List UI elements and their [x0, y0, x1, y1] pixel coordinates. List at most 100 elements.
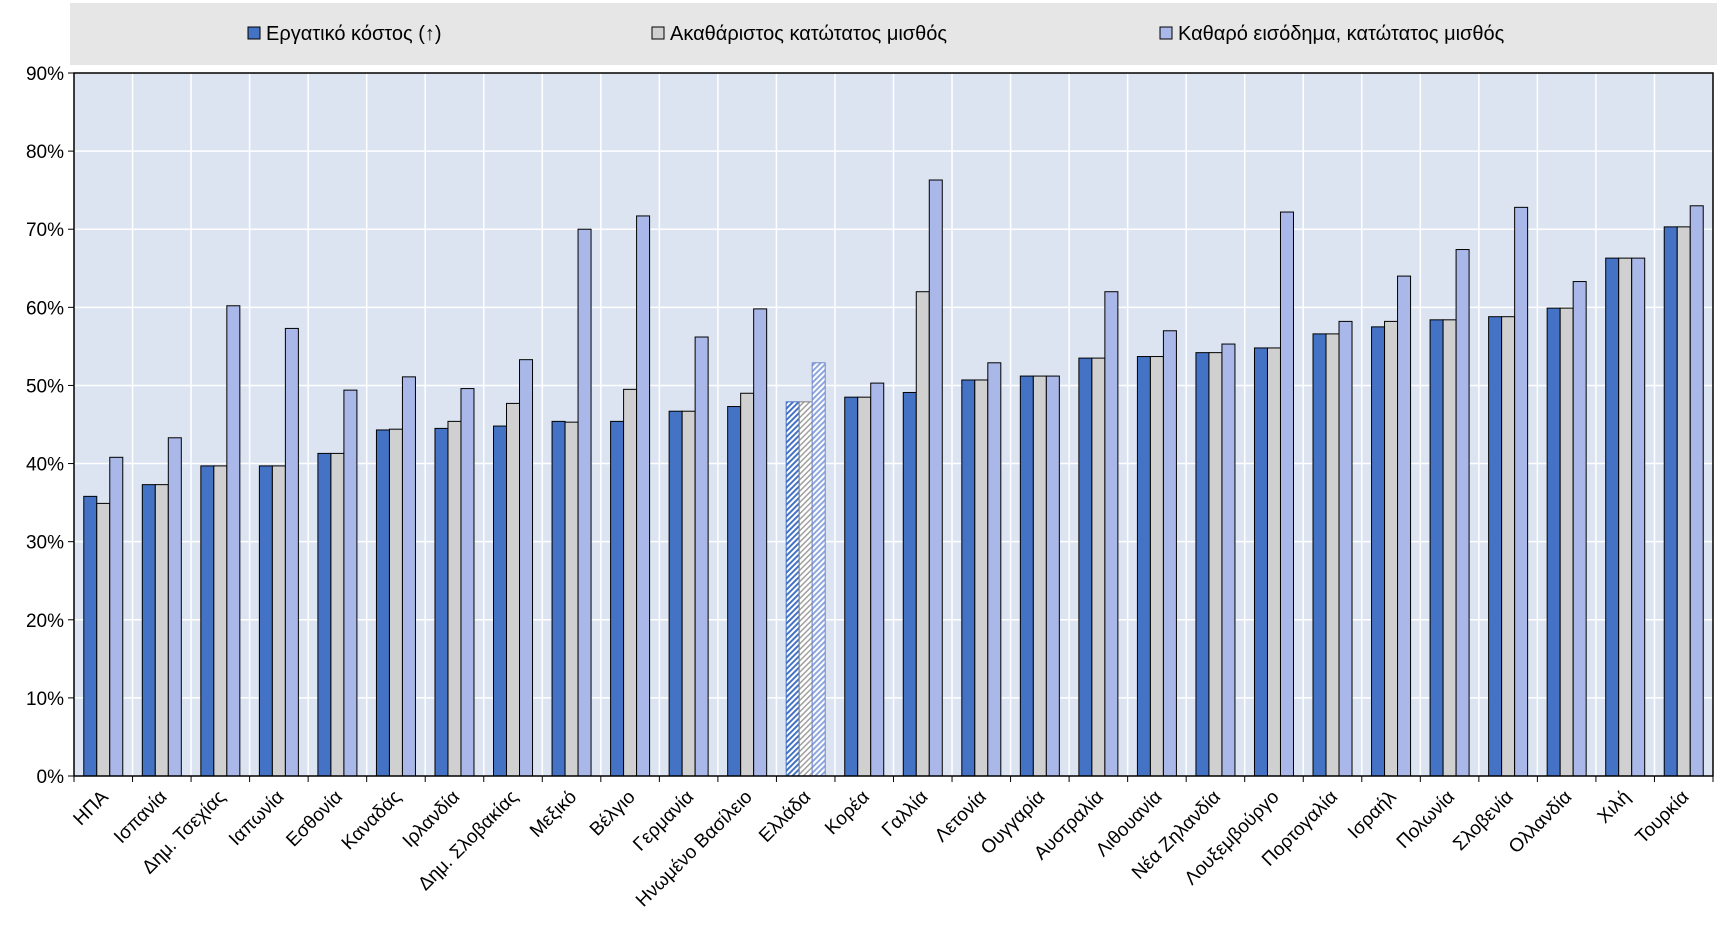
bar-series-3-10 [694, 336, 709, 777]
bar-series-3-6 [460, 388, 475, 777]
x-category-label: Λετονία [931, 787, 991, 847]
bar-series-2-6 [447, 420, 462, 777]
x-category-label: Τουρκία [1632, 787, 1694, 849]
bar-series-3-5 [401, 376, 416, 777]
bar-series-2-22 [1384, 320, 1399, 777]
bar-series-2-15 [974, 379, 989, 777]
bar-series-3-7 [519, 359, 534, 777]
bar-series-2-8 [564, 421, 579, 777]
bar-series-1-7 [493, 425, 508, 777]
bar-series-2-10 [681, 410, 696, 777]
bar-series-3-3 [284, 327, 299, 777]
x-category-label: ΗΠΑ [70, 786, 113, 829]
bar-series-1-6 [434, 427, 449, 777]
bar-series-1-9 [610, 420, 625, 777]
bar-series-3-12 [811, 362, 826, 777]
bar-series-1-0 [83, 495, 98, 777]
bar-series-3-26 [1631, 257, 1646, 777]
bar-series-2-24 [1501, 316, 1516, 777]
bar-series-2-2 [213, 465, 228, 777]
legend-item-series-3: Καθαρό εισόδημα, κατώτατος μισθός [1159, 23, 1505, 45]
bar-series-3-9 [636, 215, 651, 777]
bar-series-1-18 [1136, 356, 1151, 777]
bar-series-3-14 [928, 179, 943, 777]
bar-series-3-13 [870, 382, 885, 777]
x-category-label: Ιαπωνία [225, 787, 288, 850]
bar-series-1-26 [1605, 257, 1620, 777]
y-tick-label: 50% [26, 376, 64, 397]
bar-series-2-26 [1618, 257, 1633, 777]
bar-series-2-3 [271, 465, 286, 777]
bar-series-1-23 [1429, 319, 1444, 777]
x-category-label: Γαλλία [878, 787, 932, 841]
bar-series-2-19 [1208, 352, 1223, 777]
bar-series-3-27 [1689, 205, 1704, 777]
bar-series-1-3 [258, 465, 273, 777]
legend-swatch-series-2 [651, 26, 665, 40]
bar-series-1-24 [1488, 316, 1503, 777]
legend: Εργατικό κόστος (↑) Ακαθάριστος κατώτατο… [70, 3, 1717, 65]
bar-series-3-15 [987, 362, 1002, 777]
legend-background [70, 3, 1717, 65]
y-tick-label: 60% [26, 298, 64, 319]
bar-series-2-9 [623, 388, 638, 777]
x-category-label: Πολωνία [1393, 787, 1459, 853]
bar-series-1-21 [1312, 333, 1327, 777]
x-category-label: Βέλγιο [586, 787, 640, 841]
y-axis: 0% 10% 20% 30% 40% 50% 60% 70% 80% 90% [26, 64, 74, 788]
y-tick-label: 90% [26, 64, 64, 85]
bar-series-2-17 [1091, 357, 1106, 777]
bar-series-1-19 [1195, 352, 1210, 777]
bar-series-1-22 [1371, 326, 1386, 777]
legend-label-series-3: Καθαρό εισόδημα, κατώτατος μισθός [1178, 23, 1505, 45]
bar-series-2-25 [1559, 307, 1574, 777]
x-category-label: Ισραήλ [1344, 786, 1401, 843]
x-category-label: Ελλάδα [755, 787, 815, 847]
bar-series-1-25 [1546, 307, 1561, 777]
legend-item-series-1: Εργατικό κόστος (↑) [247, 23, 442, 45]
y-tick-label: 40% [26, 455, 64, 476]
bar-series-1-10 [668, 410, 683, 777]
bar-series-3-25 [1572, 281, 1587, 777]
x-category-label: Ολλανδία [1505, 787, 1576, 858]
bar-series-2-4 [330, 452, 345, 777]
bar-series-1-17 [1078, 357, 1093, 777]
y-tick-label: 80% [26, 142, 64, 163]
bar-series-1-8 [551, 420, 566, 777]
bar-series-3-21 [1338, 320, 1353, 777]
x-category-label: Χιλή [1594, 787, 1635, 828]
bar-series-2-23 [1442, 319, 1457, 777]
bar-series-1-4 [317, 452, 332, 777]
x-category-label: Μεξικό [526, 787, 581, 842]
bar-series-3-23 [1455, 249, 1470, 777]
bar-series-1-11 [727, 406, 742, 777]
y-tick-label: 30% [26, 533, 64, 554]
x-category-label: Καναδάς [338, 787, 406, 855]
legend-swatch-series-1 [247, 26, 261, 40]
legend-label-series-1: Εργατικό κόστος (↑) [266, 23, 442, 45]
bar-series-1-13 [844, 396, 859, 777]
bar-series-3-22 [1397, 275, 1412, 777]
y-tick-label: 10% [26, 689, 64, 710]
bar-series-3-8 [577, 228, 592, 777]
bar-series-2-11 [740, 392, 755, 777]
bar-series-2-21 [1325, 333, 1340, 777]
y-tick-label: 70% [26, 220, 64, 241]
bar-series-2-27 [1676, 226, 1691, 777]
x-category-label: Ηνωμένο Βασίλειο [632, 787, 757, 912]
bar-series-2-20 [1266, 347, 1281, 777]
bar-series-1-20 [1253, 347, 1268, 777]
bar-series-2-16 [1032, 375, 1047, 777]
bar-series-3-18 [1162, 330, 1177, 777]
bar-series-3-0 [109, 456, 124, 777]
bar-series-3-20 [1279, 211, 1294, 777]
x-category-label: Κορέα [821, 787, 874, 840]
bar-series-1-16 [1019, 375, 1034, 777]
x-category-label: Εσθονία [282, 787, 347, 852]
bar-series-2-14 [915, 291, 930, 777]
bar-series-3-2 [226, 305, 241, 777]
bar-series-1-15 [961, 379, 976, 777]
bar-series-3-11 [753, 308, 768, 777]
